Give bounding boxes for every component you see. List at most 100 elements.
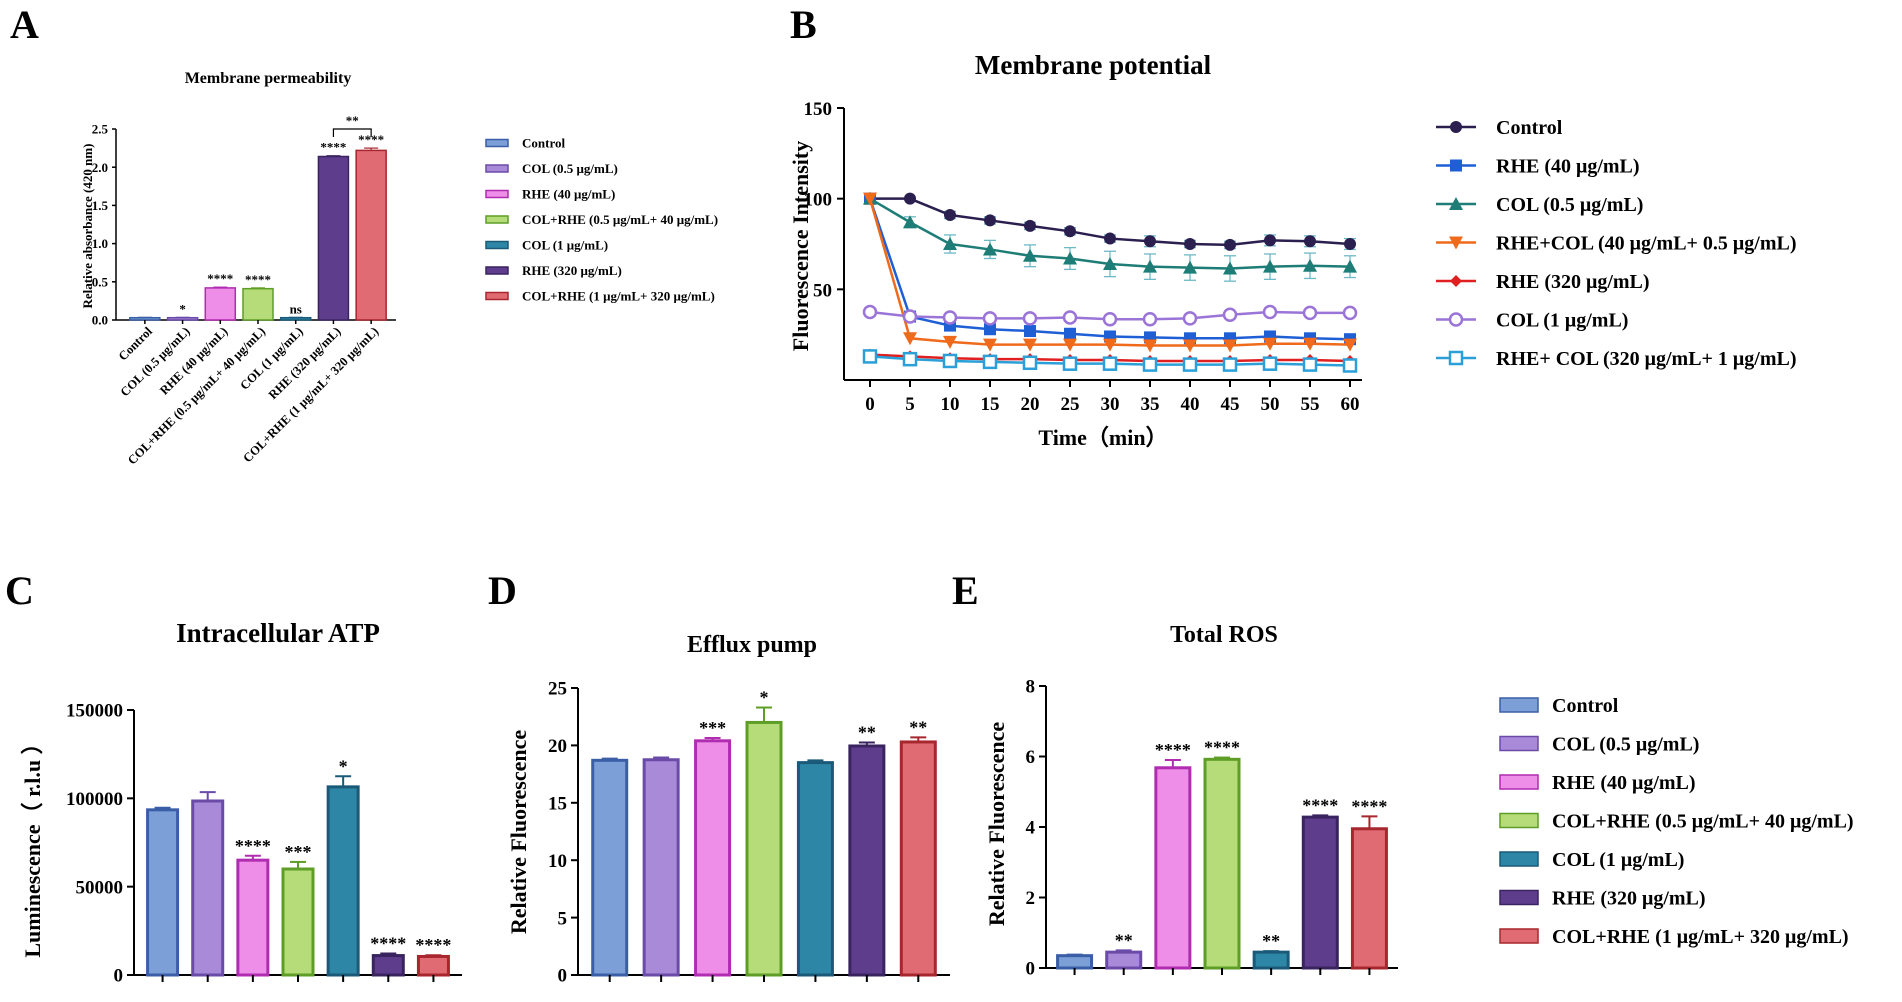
panel-letter-d: D [488, 568, 517, 613]
legend-label: COL+RHE (1 μg/mL+ 320 μg/mL) [522, 289, 715, 304]
data-point [943, 237, 957, 250]
data-point [904, 192, 916, 205]
panel-a-ylabel: Relative absorbance (420 nm) [80, 143, 95, 308]
bar [242, 287, 274, 321]
data-point [1182, 357, 1198, 372]
data-point [1022, 311, 1038, 326]
legend-label: COL+RHE (1 μg/mL+ 320 μg/mL) [1552, 926, 1849, 948]
x-tick-label: 60 [1341, 394, 1360, 415]
bar [848, 744, 886, 977]
data-point [1062, 356, 1078, 371]
line-series [864, 192, 1356, 251]
data-point [903, 215, 917, 229]
legend-label: COL (0.5 μg/mL) [1496, 194, 1643, 216]
data-point [1224, 238, 1236, 251]
significance-label: * [179, 301, 186, 316]
data-point [1302, 305, 1318, 321]
y-tick-label: 6 [1026, 747, 1036, 768]
data-point [1302, 357, 1318, 372]
panel-b-title: Membrane potential [975, 50, 1212, 80]
legend-label: RHE (40 μg/mL) [522, 187, 615, 202]
x-tick-label: 20 [1021, 394, 1040, 415]
panel-b-xlabel: Time（min） [1038, 425, 1167, 450]
x-category-label: RHE (40 μg/mL) [157, 324, 230, 397]
significance-label: **** [235, 836, 271, 856]
x-category-label: COL+RHE (0.5 μg/mL+ 40 μg/mL) [125, 324, 268, 467]
significance-label: ns [290, 301, 302, 316]
legend-label: RHE (320 μg/mL) [1496, 271, 1650, 293]
legend-swatch [1499, 928, 1539, 944]
data-point [1263, 259, 1277, 273]
bar [1301, 815, 1339, 970]
legend-label: COL+RHE (0.5 μg/mL+ 40 μg/mL) [522, 212, 718, 227]
significance-label: ** [858, 723, 876, 743]
y-tick-label: 100 [804, 190, 833, 211]
x-tick-label: 0 [865, 394, 875, 415]
panel-letter-b: B [790, 2, 817, 47]
legend-label: Control [522, 136, 565, 151]
bar [166, 316, 199, 321]
data-point [1023, 248, 1037, 262]
panel-letter-c: C [5, 568, 34, 613]
bar [1252, 950, 1290, 970]
significance-label: **** [358, 132, 384, 147]
bar [416, 954, 450, 977]
y-tick-label: 1.0 [92, 236, 108, 251]
y-tick-label: 8 [1026, 677, 1036, 698]
legend-label: Control [1496, 117, 1563, 139]
legend-label: Control [1552, 695, 1619, 717]
panel-letter-e: E [952, 568, 979, 613]
line-series [862, 304, 1358, 327]
significance-label: **** [1155, 740, 1191, 760]
y-tick-label: 150000 [66, 701, 123, 722]
panel-e-title: Total ROS [1170, 622, 1278, 648]
data-point [943, 335, 957, 349]
data-point [903, 332, 917, 346]
data-point [1142, 312, 1158, 327]
legend-marker [1450, 121, 1462, 133]
legend-marker [1450, 275, 1462, 287]
panel-e-ylabel: Relative Fluorescence [984, 722, 1009, 926]
y-tick-label: 0.5 [92, 274, 109, 289]
data-point [942, 353, 958, 369]
y-tick-label: 5 [558, 908, 568, 929]
legend-label: RHE+ COL (320 μg/mL+ 1 μg/mL) [1496, 348, 1796, 370]
data-point [1303, 258, 1317, 272]
x-category-label: COL+RHE (1 μg/mL+ 320 μg/mL) [240, 324, 381, 465]
y-tick-label: 2 [1026, 888, 1036, 909]
data-point [902, 351, 918, 367]
panel-d-title: Efflux pump [687, 632, 817, 658]
legend-label: RHE (320 μg/mL) [522, 263, 622, 278]
data-point [1344, 238, 1356, 250]
y-tick-label: 50 [813, 280, 832, 301]
y-tick-label: 50000 [76, 877, 124, 898]
line-series [862, 349, 1358, 373]
bar [146, 808, 180, 977]
panel-c-ylabel: Luminescence（ r.l.u ） [20, 732, 45, 957]
y-tick-label: 0 [114, 966, 124, 987]
data-point [1024, 219, 1036, 232]
data-point [1064, 225, 1076, 238]
panel-c-title: Intracellular ATP [176, 618, 380, 648]
legend-swatch [1499, 812, 1539, 829]
bar [279, 316, 312, 321]
x-tick-label: 40 [1181, 394, 1200, 415]
data-point [983, 242, 997, 256]
x-category-label: COL (0.5 μg/mL) [118, 324, 193, 399]
data-point [863, 192, 877, 206]
panel-d-ylabel: Relative Fluorescence [506, 730, 531, 934]
data-point [1223, 261, 1237, 275]
bar [355, 149, 387, 321]
data-point [1023, 338, 1037, 352]
data-point [1262, 304, 1278, 320]
x-tick-label: 10 [941, 394, 960, 415]
data-point [1102, 312, 1118, 327]
y-tick-label: 150 [804, 99, 833, 120]
line-series [863, 192, 1357, 353]
panel-b-chart: 50 100 150 0 5 10 15 20 25 30 35 40 45 50 55 60 [804, 99, 1362, 415]
significance-label: **** [370, 933, 406, 953]
legend-label: COL (0.5 μg/mL) [522, 161, 618, 176]
y-tick-label: 0.0 [92, 313, 108, 328]
